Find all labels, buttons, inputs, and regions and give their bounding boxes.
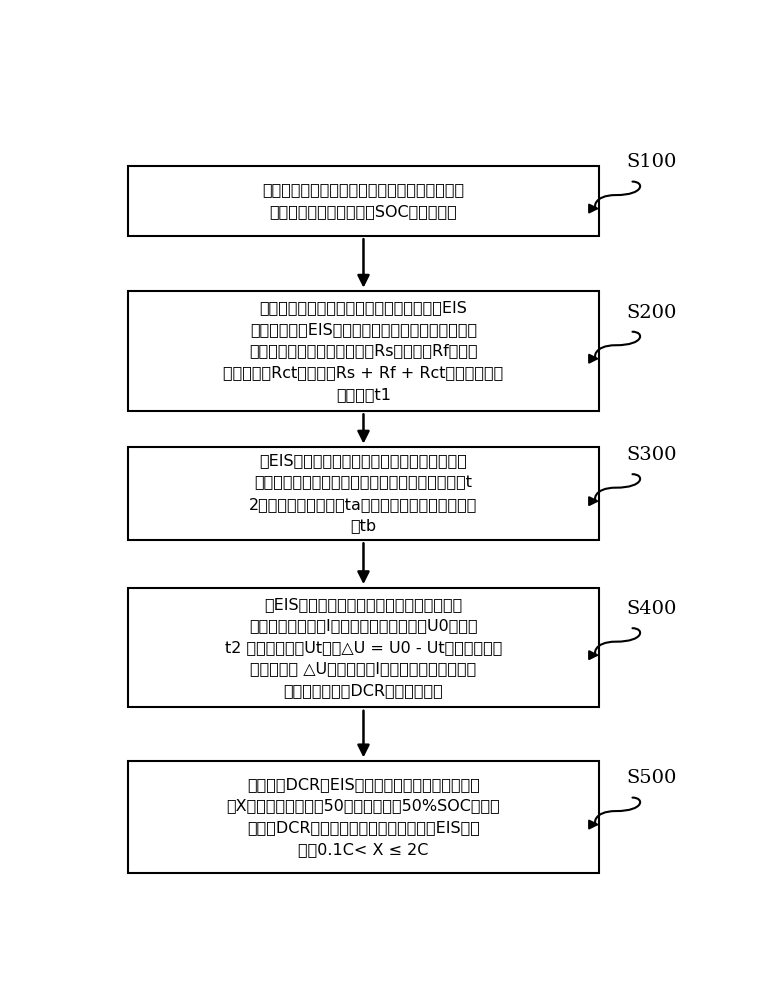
- FancyBboxPatch shape: [128, 166, 599, 235]
- Text: S500: S500: [626, 769, 677, 787]
- FancyArrowPatch shape: [589, 332, 640, 363]
- FancyBboxPatch shape: [128, 291, 599, 411]
- Text: 将测试完DCR与EIS的电池置于高精度测试柜上进
行X倍率的循环，每陉50周后，充电至50%SOC，在线
监控其DCR的变化以及下柜测试其静态的EIS阱抗
値，: 将测试完DCR与EIS的电池置于高精度测试柜上进 行X倍率的循环，每陉50周后，…: [227, 777, 500, 857]
- FancyBboxPatch shape: [128, 761, 599, 873]
- Text: 将待测电池置于恒温筱，恒温筱设定好温度，然
后对待测电池充电至某一SOC状态，搞置: 将待测电池置于恒温筱，恒温筱设定好温度，然 后对待测电池充电至某一SOC状态，搞…: [262, 183, 465, 219]
- FancyArrowPatch shape: [589, 798, 640, 828]
- Text: 在电化学工作站上对待测电池进行交流阱抗EIS
测试，得到其EIS阱抗谱图，拟合分析得到由各个极
化产生的阱抗値，即欧姆阱抗Rs，膜阱抗Rf以及电
荷转移阱抗Rc: 在电化学工作站上对待测电池进行交流阱抗EIS 测试，得到其EIS阱抗谱图，拟合分…: [223, 300, 504, 402]
- Text: 将EIS测试后的电池进行脉冲放电，脉冲放电
时，某一脉冲电流I脉冲前的搞置电压记为U0，脉冲
t2 后的电压记为Ut，则△U = U0 - Ut，然后取不同
脉: 将EIS测试后的电池进行脉冲放电，脉冲放电 时，某一脉冲电流I脉冲前的搞置电压记…: [225, 597, 502, 698]
- FancyBboxPatch shape: [128, 588, 599, 707]
- Text: S200: S200: [626, 304, 677, 322]
- Text: S300: S300: [626, 446, 677, 464]
- Text: S100: S100: [626, 153, 677, 171]
- FancyArrowPatch shape: [589, 182, 640, 212]
- Text: 将EIS阱抗测试后的电池连接于高精度测试柜，
对其进行不同梯度的小倍率电流脉冲，脉冲时间为t
2，脉冲的采点时间为ta，每次脉冲之间的时间间隔
为tb: 将EIS阱抗测试后的电池连接于高精度测试柜， 对其进行不同梯度的小倍率电流脉冲，…: [250, 454, 477, 533]
- FancyArrowPatch shape: [589, 628, 640, 659]
- FancyBboxPatch shape: [128, 447, 599, 540]
- Text: S400: S400: [626, 600, 677, 618]
- FancyArrowPatch shape: [589, 474, 640, 505]
